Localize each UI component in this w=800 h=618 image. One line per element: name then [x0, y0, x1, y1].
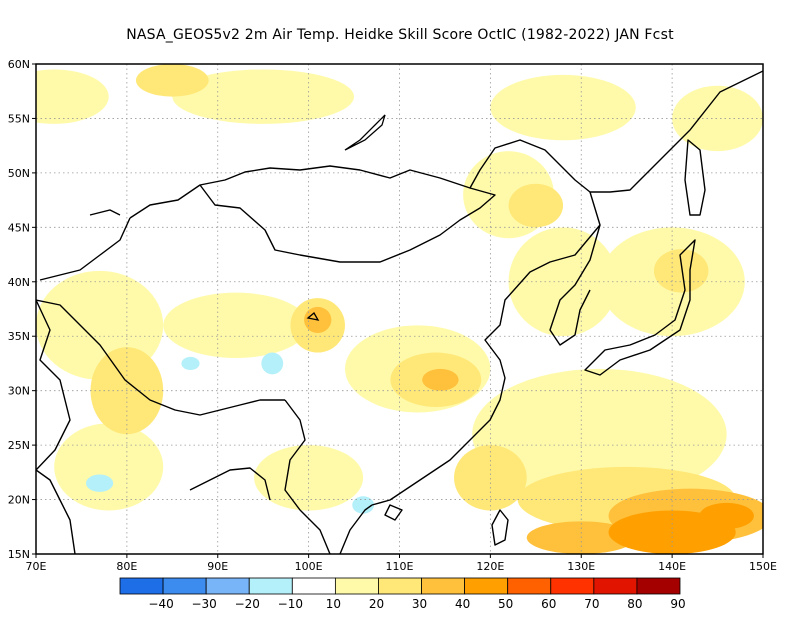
indochina-coast [339, 504, 373, 554]
colorbar-label: 50 [498, 597, 513, 611]
lake-baikal [344, 114, 386, 151]
skill-field [36, 64, 763, 554]
skill-region-27 [261, 352, 284, 375]
lat-tick-label: 30N [8, 385, 30, 398]
skill-region-2 [490, 74, 636, 141]
bengal-coast [189, 467, 271, 501]
india-west-coast [36, 469, 76, 554]
skill-region-3 [672, 85, 763, 152]
lat-tick-label: 20N [8, 494, 30, 507]
colorbar-label: −30 [191, 597, 216, 611]
lon-tick-label: 100E [295, 560, 323, 573]
lat-tick-label: 45N [8, 221, 30, 234]
skill-region-10 [54, 423, 164, 511]
hainan-coast [384, 504, 403, 521]
colorbar-label: 10 [326, 597, 341, 611]
colorbar-swatch [378, 577, 422, 595]
sakhalin-coast [684, 139, 706, 216]
colorbar-swatch [248, 577, 293, 595]
colorbar-label: −10 [278, 597, 303, 611]
mongolia-border [199, 184, 496, 263]
colorbar-label: 60 [541, 597, 556, 611]
lon-tick-label: 90E [207, 560, 228, 573]
skill-region-0 [36, 69, 109, 124]
taiwan-coast [491, 509, 509, 546]
latitude-ticks: 15N 20N 25N 30N 35N 40N 45N 50N 55N 60N [8, 58, 36, 561]
myanmar-coast [284, 399, 331, 554]
colorbar-swatch [593, 577, 638, 595]
japan-coast [584, 239, 696, 376]
lon-tick-label: 80E [116, 560, 137, 573]
coastlines [36, 70, 763, 554]
lon-tick-label: 140E [658, 560, 686, 573]
colorbar-swatch [291, 577, 336, 595]
colorbar-swatch [119, 577, 164, 595]
map-plot-area [36, 64, 763, 554]
skill-region-17 [508, 183, 564, 228]
skill-region-22 [422, 368, 459, 391]
skill-region-19 [454, 445, 527, 511]
india-north-border [36, 299, 285, 416]
colorbar-swatch [636, 577, 681, 595]
map-gridlines [36, 64, 763, 554]
lat-tick-label: 25N [8, 439, 30, 452]
korea-coast [549, 224, 601, 346]
colorbar-label: 40 [455, 597, 470, 611]
colorbar-label: 70 [584, 597, 599, 611]
colorbar-swatch [162, 577, 207, 595]
skill-region-13 [135, 64, 209, 97]
colorbar-swatch [464, 577, 509, 595]
colorbar-label: 80 [627, 597, 642, 611]
lon-tick-label: 130E [567, 560, 595, 573]
china-east-coast [371, 191, 601, 506]
colorbar-label: 30 [412, 597, 427, 611]
lat-tick-label: 35N [8, 330, 30, 343]
kazakhstan-border [39, 217, 131, 281]
lon-tick-label: 150E [749, 560, 777, 573]
pakistan-border [36, 299, 71, 471]
skill-region-29 [85, 474, 114, 492]
colorbar-label: 20 [369, 597, 384, 611]
skill-region-11 [254, 445, 364, 511]
lat-tick-label: 15N [8, 548, 30, 561]
lon-tick-label: 110E [386, 560, 414, 573]
colorbar-label: 90 [670, 597, 685, 611]
lon-tick-label: 70E [26, 560, 47, 573]
colorbar-label: −20 [235, 597, 260, 611]
skill-region-28 [352, 496, 375, 514]
map-title: NASA_GEOS5v2 2m Air Temp. Heidke Skill S… [126, 27, 674, 43]
lat-tick-label: 40N [8, 276, 30, 289]
skill-region-5 [163, 292, 309, 359]
skill-region-26 [699, 502, 754, 529]
longitude-ticks: 70E 80E 90E 100E 110E 120E 130E 140E 150E [26, 554, 777, 573]
colorbar-swatch [334, 577, 379, 595]
lat-tick-label: 60N [8, 58, 30, 71]
lat-tick-label: 55N [8, 112, 30, 125]
colorbar-swatch [205, 577, 250, 595]
colorbar-label: −40 [148, 597, 173, 611]
skill-region-18 [653, 249, 709, 293]
skill-region-30 [181, 356, 200, 370]
lon-tick-label: 120E [476, 560, 504, 573]
colorbar-swatch [421, 577, 466, 595]
colorbar-swatch [550, 577, 595, 595]
skill-region-9 [472, 368, 727, 500]
colorbar-swatch [507, 577, 552, 595]
colorbar-legend: −40 −30 −20 −10 10 20 30 40 50 60 70 80 90 [119, 577, 686, 611]
lakes [89, 114, 386, 321]
lat-tick-label: 50N [8, 167, 30, 180]
qinghai-lake [306, 312, 320, 321]
lake-balkhash [89, 209, 121, 216]
northern-boundary [129, 70, 763, 219]
